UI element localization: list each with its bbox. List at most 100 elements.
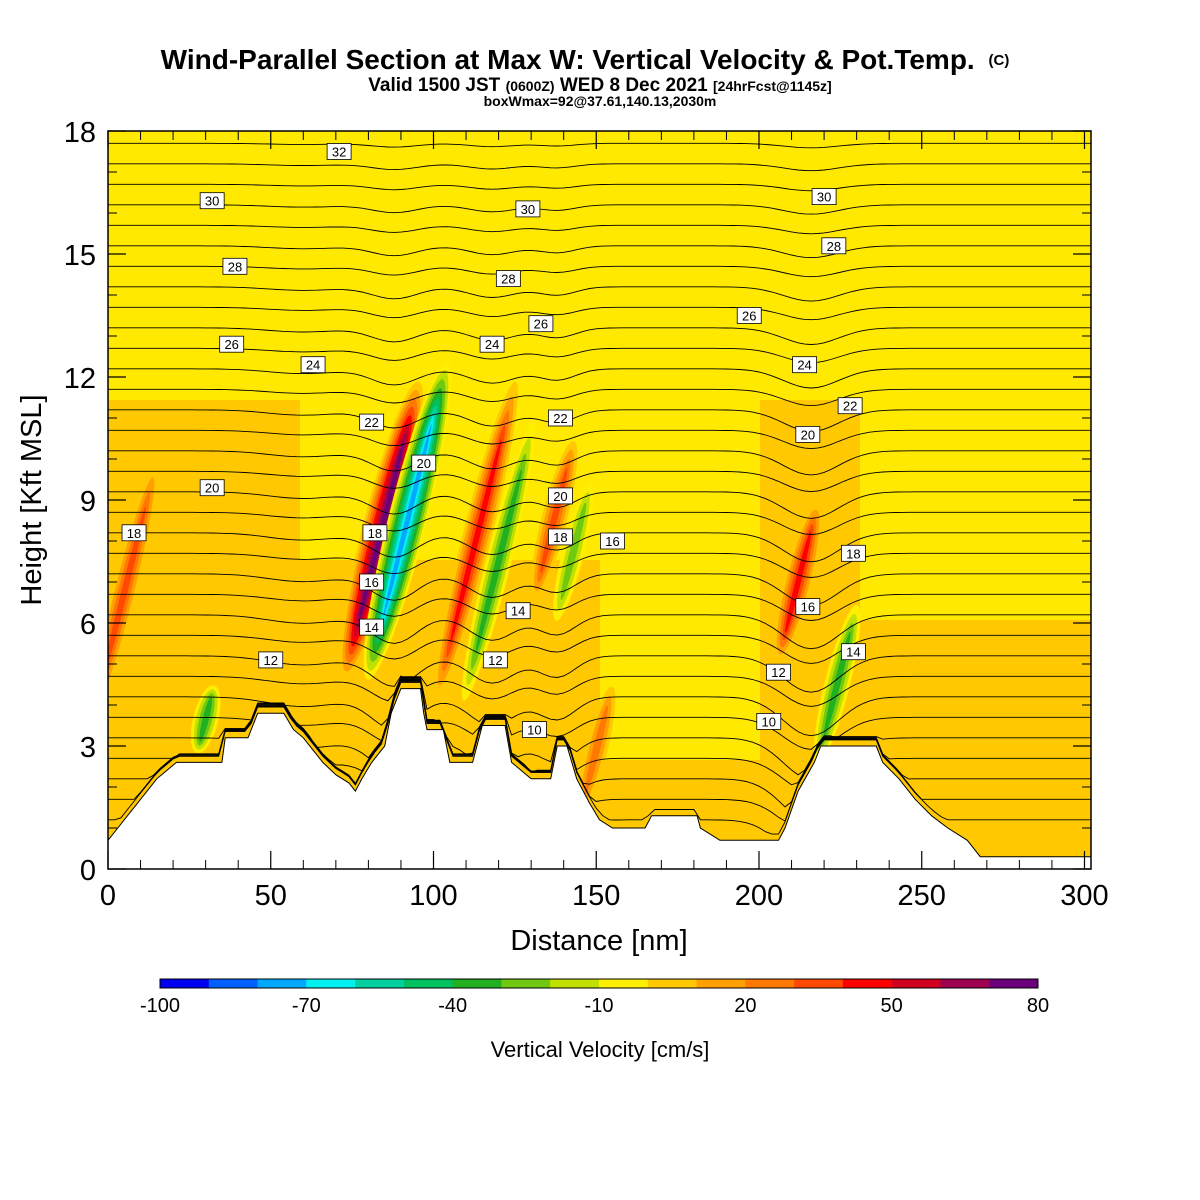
theta-label-text: 18 <box>127 526 141 541</box>
colorbar-swatch <box>160 979 210 988</box>
theta-label-text: 32 <box>332 145 346 160</box>
theta-label: 28 <box>222 257 248 275</box>
theta-label: 22 <box>548 409 573 427</box>
theta-label-text: 14 <box>846 645 860 660</box>
theta-contour-line <box>108 470 1091 493</box>
colorbar-swatch <box>452 979 502 988</box>
colorbar-swatch <box>355 979 405 988</box>
colorbar-tick-label: -40 <box>438 995 467 1017</box>
theta-label: 10 <box>522 721 547 738</box>
theta-contour-line <box>108 681 1091 822</box>
theta-label: 26 <box>736 307 762 324</box>
colorbar-swatch <box>794 979 844 988</box>
colorbar-tick-label: 20 <box>734 995 756 1017</box>
theta-label: 28 <box>495 270 521 288</box>
theta-contour-labels: 18 20 12 24 26 28 30 32 22 20 18 16 14 24 28 30 26 22 20 18… <box>121 143 866 738</box>
colorbar-swatch <box>647 979 698 988</box>
theta-contour-line <box>108 675 1091 707</box>
theta-contour-line <box>108 634 1091 664</box>
theta-contour-line <box>108 593 1091 621</box>
theta-contour-line <box>108 368 1091 389</box>
x-tick-label: 150 <box>572 880 620 912</box>
theta-label-text: 14 <box>511 604 525 619</box>
theta-label: 24 <box>479 335 505 353</box>
x-axis-label: Distance [nm] <box>510 925 687 957</box>
velocity-cell <box>584 705 608 795</box>
theta-contour-line <box>108 327 1091 345</box>
theta-label: 18 <box>362 524 388 542</box>
theta-label: 20 <box>199 479 225 497</box>
theta-label: 16 <box>795 598 821 615</box>
theta-label-text: 26 <box>534 317 548 332</box>
colorbar-label: Vertical Velocity [cm/s] <box>491 1037 710 1062</box>
x-tick-label: 250 <box>898 880 946 912</box>
colorbar-swatch <box>745 979 795 988</box>
theta-label-text: 10 <box>527 723 541 738</box>
theta-label: 20 <box>548 487 573 505</box>
theta-contour-line <box>108 347 1091 364</box>
theta-label: 12 <box>766 663 791 681</box>
colorbar-swatch <box>306 979 356 988</box>
colorbar-swatch <box>403 979 454 988</box>
y-tick-label: 15 <box>64 240 96 272</box>
colorbar-swatch <box>696 979 746 988</box>
theta-contour-line <box>108 681 1091 835</box>
theta-label-text: 28 <box>501 272 515 287</box>
theta-label-text: 28 <box>228 259 242 274</box>
theta-label-text: 30 <box>205 194 219 209</box>
x-tick-label: 100 <box>409 880 457 912</box>
colorbar-frame <box>159 978 1039 989</box>
theta-label-text: 20 <box>416 456 430 471</box>
chart-subtitle: Valid 1500 JST (0600Z) WED 8 Dec 2021 [2… <box>368 75 831 96</box>
y-tick-label: 18 <box>64 117 96 149</box>
theta-contour-line <box>108 306 1091 321</box>
theta-contour-line <box>108 552 1091 578</box>
theta-label-text: 16 <box>801 600 815 615</box>
colorbar-tick-label: -70 <box>292 995 321 1017</box>
theta-contour-line <box>108 511 1091 535</box>
theta-label-text: 24 <box>797 358 811 373</box>
theta-contour-line <box>108 204 1091 215</box>
theta-label: 22 <box>837 397 863 415</box>
colorbar-swatch <box>599 979 649 988</box>
colorbar-tick-label: -100 <box>140 995 180 1017</box>
chart-subtitle-box: boxWmax=92@37.61,140.13,2030m <box>484 93 717 109</box>
theta-contour-line <box>108 680 1091 808</box>
velocity-band <box>600 560 760 760</box>
theta-label: 26 <box>528 315 554 333</box>
velocity-cell <box>199 696 213 742</box>
theta-label-text: 20 <box>553 489 567 504</box>
theta-contour-line <box>108 245 1091 259</box>
x-tick-label: 50 <box>255 880 287 912</box>
theta-label-text: 18 <box>368 526 382 541</box>
theta-label-text: 22 <box>364 415 378 430</box>
colorbar-swatch <box>501 979 551 988</box>
theta-label-text: 14 <box>364 620 378 635</box>
theta-contour-line <box>108 224 1091 235</box>
theta-label: 10 <box>756 713 782 730</box>
theta-label-text: 12 <box>264 653 278 668</box>
theta-label-text: 30 <box>521 202 535 217</box>
x-tick-label: 200 <box>735 880 783 912</box>
theta-label-text: 18 <box>846 546 860 561</box>
theta-label: 30 <box>199 192 225 210</box>
velocity-cell <box>450 439 502 643</box>
y-tick-label: 3 <box>80 732 96 764</box>
theta-contour-line <box>108 142 1091 149</box>
theta-contour-line <box>108 614 1091 650</box>
theta-label-text: 16 <box>605 534 619 549</box>
x-axis: 0 50 100 150 200 250 300 <box>100 131 1109 912</box>
theta-label-text: 20 <box>205 481 219 496</box>
theta-contour-line <box>108 163 1091 172</box>
y-tick-label: 12 <box>64 363 96 395</box>
theta-label-text: 20 <box>801 427 815 442</box>
theta-label: 16 <box>359 573 385 591</box>
colorbar-swatch <box>842 979 893 988</box>
chart-title: Wind-Parallel Section at Max W: Vertical… <box>161 44 1010 75</box>
velocity-cell <box>475 469 522 654</box>
y-tick-label: 0 <box>80 855 96 887</box>
theta-label: 26 <box>219 335 245 353</box>
colorbar-swatch <box>257 979 307 988</box>
colorbar-swatch <box>891 979 941 988</box>
theta-contour-line <box>108 388 1091 407</box>
